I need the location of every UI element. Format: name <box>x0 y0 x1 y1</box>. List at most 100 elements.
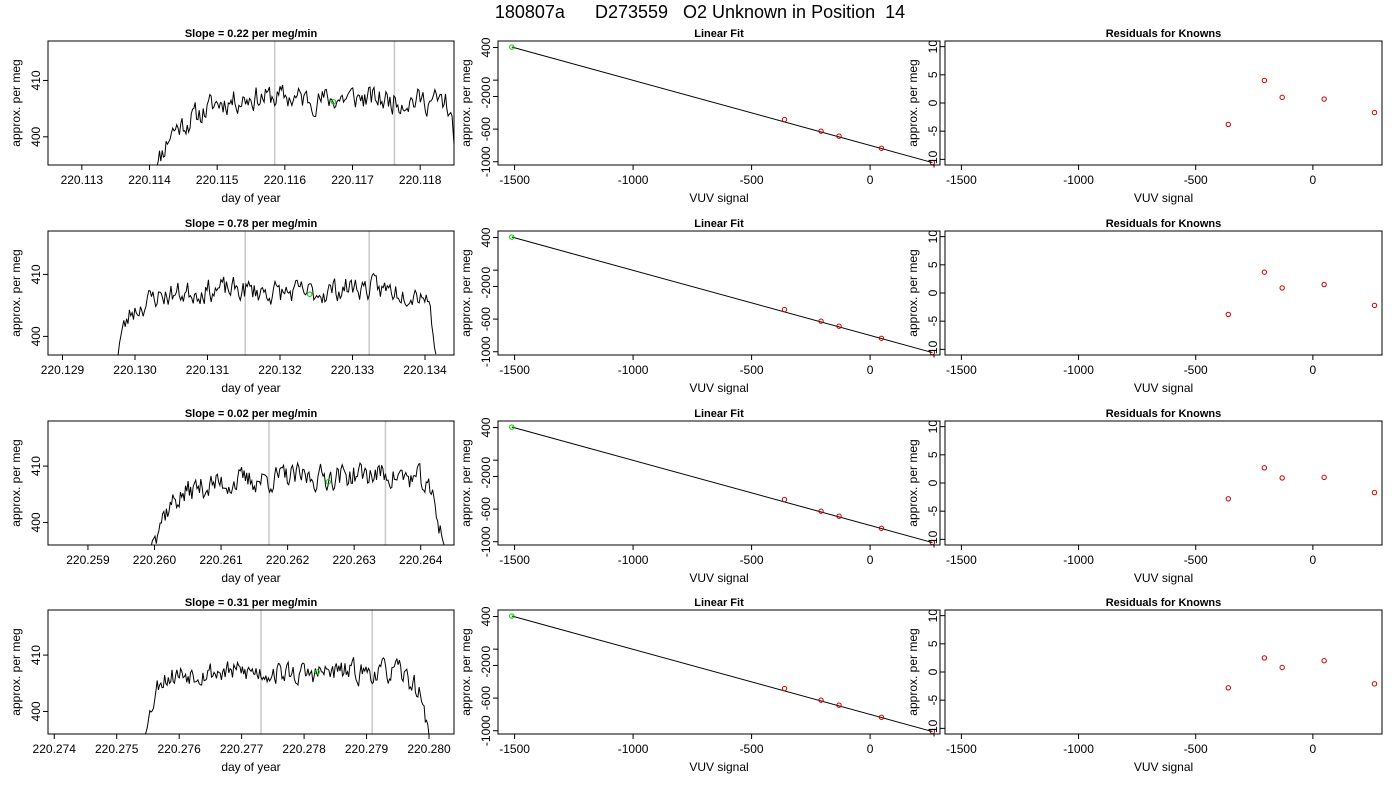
y-tick-label: 400 <box>29 126 43 146</box>
y-tick-label: 5 <box>926 640 940 647</box>
x-axis-label: VUV signal <box>689 191 748 205</box>
y-axis-label: approx. per meg <box>9 249 23 336</box>
residual-point <box>1261 77 1268 84</box>
x-tick-label: -1000 <box>618 173 649 187</box>
x-tick-label: 220.117 <box>331 173 374 187</box>
y-tick-label: 10 <box>926 40 940 54</box>
x-tick-label: 220.130 <box>113 363 157 377</box>
x-tick-label: -1500 <box>946 363 977 377</box>
y-tick-label: 5 <box>926 261 940 268</box>
known-standard-point <box>878 335 885 341</box>
y-tick-label: 410 <box>29 70 43 90</box>
x-tick-label: 220.276 <box>157 742 201 756</box>
x-tick-label: -500 <box>1184 742 1208 756</box>
plot-frame <box>944 420 1383 546</box>
x-tick-label: 220.280 <box>407 742 451 756</box>
x-axis-label: VUV signal <box>1134 381 1193 395</box>
timeseries-trace <box>156 84 454 165</box>
y-tick-label: 400 <box>479 417 493 437</box>
panel-residuals-row2: Residuals for Knowns -1500 -1000 -500 0 VUV s… <box>906 218 1383 395</box>
y-tick-label: -1000 <box>479 146 493 177</box>
x-axis-label: VUV signal <box>689 381 748 395</box>
y-axis-label: approx. per meg <box>906 249 920 336</box>
known-standard-point <box>878 525 885 531</box>
y-axis-label: approx. per meg <box>906 439 920 526</box>
residual-point <box>1321 96 1327 102</box>
x-tick-label: 220.133 <box>331 363 375 377</box>
panel-title: Residuals for Knowns <box>1106 218 1222 230</box>
x-tick-label: -1000 <box>618 742 649 756</box>
x-axis-label: VUV signal <box>1134 571 1193 585</box>
y-axis-label: approx. per meg <box>9 439 23 526</box>
y-tick-label: -200 <box>479 653 493 677</box>
residual-point <box>1279 94 1285 101</box>
fit-line <box>511 236 933 354</box>
unknown-point <box>509 44 515 50</box>
x-tick-label: -1500 <box>946 742 977 756</box>
unknown-point <box>509 424 515 430</box>
x-tick-label: 220.116 <box>264 173 307 187</box>
x-tick-label: 220.113 <box>61 173 104 187</box>
x-tick-label: 220.264 <box>399 553 443 567</box>
residual-point <box>1279 664 1285 671</box>
panel-timeseries-row3: Slope = 0.02 per meg/min 220.259 220.260 22… <box>9 408 455 585</box>
unknown-mean-point <box>325 479 331 485</box>
plot-area <box>1225 655 1378 691</box>
panel-title: Slope = 0.22 per meg/min <box>185 28 318 40</box>
x-tick-label: 220.278 <box>282 742 326 756</box>
y-tick-label: 400 <box>29 512 43 532</box>
residual-point <box>1225 121 1231 128</box>
y-tick-label: -5 <box>926 126 940 137</box>
x-axis-label: day of year <box>221 191 280 205</box>
y-tick-label: 0 <box>479 457 493 464</box>
y-axis-label: approx. per meg <box>906 59 920 146</box>
x-tick-label: 220.118 <box>399 173 442 187</box>
plot-area <box>509 424 936 545</box>
x-tick-label: -1000 <box>1063 363 1094 377</box>
y-tick-label: -1000 <box>479 715 493 746</box>
x-tick-label: -1500 <box>499 553 530 567</box>
panel-residuals-row3: Residuals for Knowns -1500 -1000 -500 0 VUV s… <box>906 408 1383 585</box>
x-axis-label: VUV signal <box>689 760 748 774</box>
y-tick-label: 400 <box>479 606 493 626</box>
x-axis-label: VUV signal <box>1134 191 1193 205</box>
plot-area <box>1225 77 1378 128</box>
known-standard-point <box>781 306 788 313</box>
y-tick-label: 0 <box>926 668 940 675</box>
y-tick-label: 410 <box>29 645 43 665</box>
y-tick-label: -10 <box>926 340 940 358</box>
residual-point <box>1261 269 1268 275</box>
x-tick-label: -1000 <box>618 363 649 377</box>
y-tick-label: -1000 <box>479 336 493 367</box>
x-tick-label: 220.275 <box>95 742 139 756</box>
known-standard-point <box>818 697 824 703</box>
plot-frame <box>944 230 1383 356</box>
x-tick-label: -500 <box>1184 363 1208 377</box>
y-tick-label: -5 <box>926 316 940 327</box>
y-tick-label: 10 <box>926 230 940 244</box>
y-tick-label: -10 <box>926 530 940 548</box>
x-tick-label: 0 <box>1310 173 1317 187</box>
x-tick-label: 0 <box>1310 553 1317 567</box>
x-tick-label: 220.277 <box>220 742 264 756</box>
known-standard-point <box>818 508 824 514</box>
residual-point <box>1225 685 1231 691</box>
panel-title: Linear Fit <box>694 408 744 420</box>
x-tick-label: 220.260 <box>133 553 177 567</box>
x-tick-label: 220.263 <box>332 553 376 567</box>
x-tick-label: 0 <box>1310 742 1317 756</box>
panel-title: Residuals for Knowns <box>1106 408 1222 420</box>
timeseries-trace <box>117 272 437 355</box>
plot-area <box>509 613 936 734</box>
panel-title: Residuals for Knowns <box>1106 597 1222 609</box>
plot-frame <box>47 609 455 735</box>
known-standard-point <box>836 702 842 708</box>
panel-title: Slope = 0.02 per meg/min <box>185 408 318 420</box>
y-tick-label: -200 <box>479 274 493 298</box>
y-tick-label: 10 <box>926 420 940 434</box>
x-tick-label: 220.262 <box>266 553 310 567</box>
panel-title: Linear Fit <box>694 28 744 40</box>
